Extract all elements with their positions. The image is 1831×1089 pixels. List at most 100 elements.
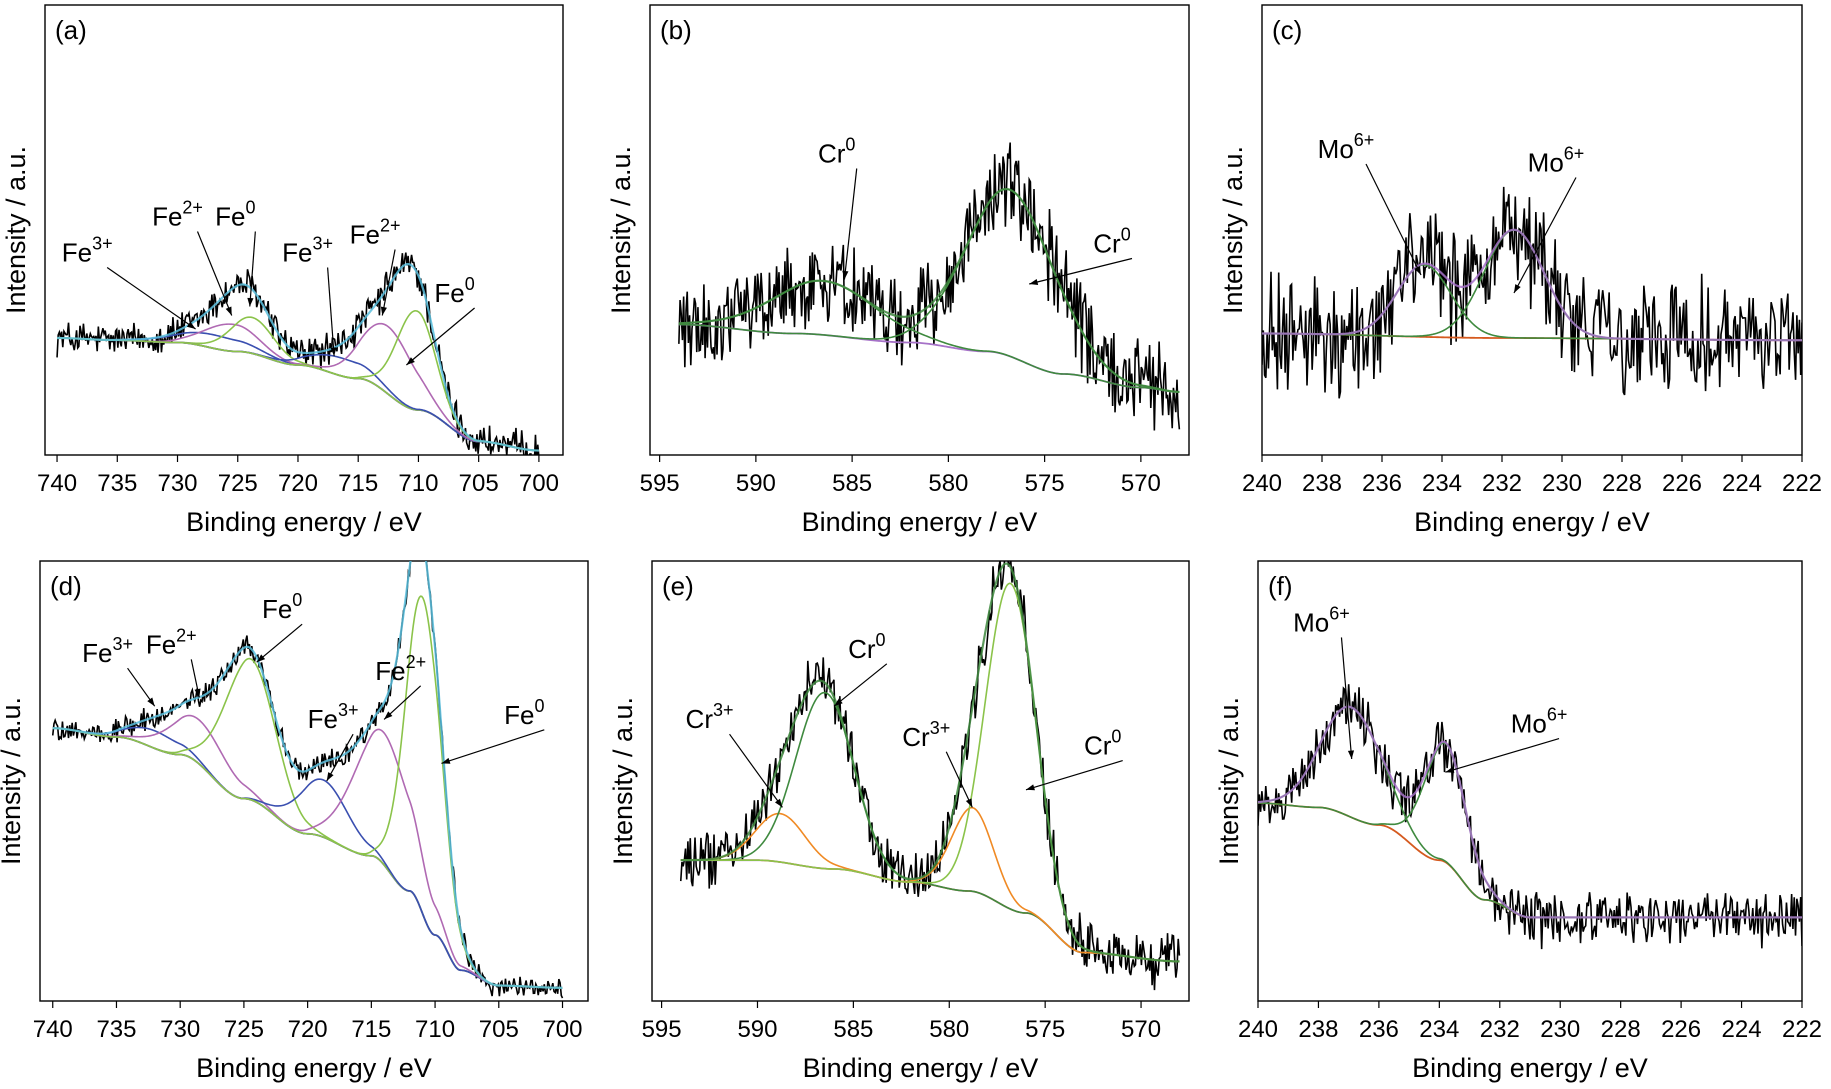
annotation-element: Fe bbox=[434, 278, 464, 308]
annotation-charge: 3+ bbox=[92, 234, 113, 254]
x-tick-label: 575 bbox=[1025, 470, 1065, 497]
y-axis-label: Intensity / a.u. bbox=[1, 146, 31, 314]
component-peak-6 bbox=[57, 310, 539, 452]
x-axis-label: Binding energy / eV bbox=[803, 1053, 1039, 1083]
x-tick-label: 226 bbox=[1661, 1016, 1701, 1043]
annotation-arrow bbox=[196, 231, 233, 316]
x-tick-label: 230 bbox=[1540, 1016, 1580, 1043]
x-tick-label: 720 bbox=[288, 1016, 328, 1043]
x-tick-label: 725 bbox=[224, 1016, 264, 1043]
annotation-charge: 2+ bbox=[406, 652, 427, 672]
annotation-label: Cr0 bbox=[1084, 727, 1121, 761]
annotation-arrow bbox=[729, 733, 783, 808]
x-tick-label: 595 bbox=[640, 470, 680, 497]
plot-frame bbox=[39, 560, 589, 1002]
annotation-arrowhead bbox=[256, 654, 266, 663]
annotation-element: Cr bbox=[1084, 731, 1112, 761]
annotation-charge: 0 bbox=[465, 274, 475, 294]
annotation-charge: 0 bbox=[845, 135, 855, 155]
x-axis-label: Binding energy / eV bbox=[186, 507, 422, 537]
annotation-arrow bbox=[327, 267, 335, 357]
plot-area bbox=[56, 252, 540, 455]
annotation-label: Mo6+ bbox=[1511, 705, 1568, 739]
annotation-arrowhead bbox=[441, 757, 451, 764]
plot-area bbox=[1258, 684, 1802, 950]
x-tick-label: 715 bbox=[338, 470, 378, 497]
peak-annotation: Cr0 bbox=[1029, 225, 1133, 285]
fit-envelope-line bbox=[1262, 228, 1802, 342]
x-tick-label: 236 bbox=[1359, 1016, 1399, 1043]
x-tick-label: 720 bbox=[278, 470, 318, 497]
annotation-charge: 2+ bbox=[380, 216, 401, 236]
annotation-arrowhead bbox=[247, 297, 254, 307]
annotation-label: Mo6+ bbox=[1528, 144, 1585, 178]
annotation-charge: 0 bbox=[1111, 727, 1121, 747]
x-tick-label: 710 bbox=[398, 470, 438, 497]
peak-annotation: Fe2+ bbox=[375, 652, 426, 720]
annotation-element: Cr bbox=[848, 634, 876, 664]
x-tick-label: 705 bbox=[479, 1016, 519, 1043]
annotation-arrowhead bbox=[186, 321, 196, 329]
annotation-arrowhead bbox=[225, 306, 232, 316]
x-tick-label: 570 bbox=[1121, 470, 1161, 497]
annotation-label: Fe0 bbox=[434, 274, 474, 308]
x-tick-label: 222 bbox=[1782, 1016, 1822, 1043]
annotation-arrowhead bbox=[1347, 750, 1355, 759]
peak-annotation: Fe0 bbox=[256, 590, 303, 663]
peak-annotation: Fe2+ bbox=[146, 625, 201, 698]
annotation-label: Fe0 bbox=[504, 696, 544, 730]
x-tick-label: 228 bbox=[1602, 470, 1642, 497]
component-peak-4 bbox=[680, 582, 1180, 963]
annotation-element: Fe bbox=[62, 238, 92, 268]
annotation-label: Fe2+ bbox=[375, 652, 426, 686]
x-tick-label: 595 bbox=[642, 1016, 682, 1043]
annotation-element: Cr bbox=[686, 704, 714, 734]
chart-panel-e: (e) 595 590 585 580 575 570 Binding energy / eV… bbox=[608, 560, 1190, 1083]
annotation-charge: 0 bbox=[245, 198, 255, 218]
annotation-arrow bbox=[256, 623, 303, 663]
peak-annotation: Fe0 bbox=[406, 274, 475, 366]
x-tick-label: 575 bbox=[1025, 1016, 1065, 1043]
annotation-charge: 6+ bbox=[1354, 130, 1375, 150]
annotation-label: Cr0 bbox=[1093, 225, 1130, 259]
annotation-element: Cr bbox=[818, 139, 846, 169]
annotation-element: Fe bbox=[82, 638, 112, 668]
annotation-arrowhead bbox=[1514, 284, 1521, 293]
fit-envelope-line bbox=[57, 262, 539, 452]
annotation-arrowhead bbox=[842, 270, 849, 280]
annotation-element: Cr bbox=[902, 722, 930, 752]
annotation-arrow bbox=[843, 168, 858, 280]
raw-spectrum-line bbox=[679, 561, 1181, 991]
annotation-arrow bbox=[1029, 257, 1133, 285]
annotation-arrow bbox=[1025, 760, 1123, 791]
x-tick-label: 705 bbox=[459, 470, 499, 497]
chart-panel-a: (a) 740 735 730 725 720 715 710 705 700 Binding en… bbox=[1, 4, 564, 537]
annotation-arrow bbox=[833, 663, 888, 707]
plot-frame bbox=[44, 4, 564, 456]
annotation-element: Fe bbox=[504, 700, 534, 730]
annotation-label: Cr0 bbox=[848, 630, 885, 664]
raw-spectrum-line bbox=[51, 561, 564, 999]
annotation-arrowhead bbox=[1025, 784, 1035, 791]
annotation-element: Mo bbox=[1293, 607, 1329, 637]
annotation-element: Mo bbox=[1528, 148, 1564, 178]
x-tick-label: 240 bbox=[1242, 470, 1282, 497]
raw-spectrum-line bbox=[56, 252, 540, 455]
annotation-arrowhead bbox=[1445, 766, 1455, 773]
annotation-label: Fe0 bbox=[215, 198, 255, 232]
annotation-label: Fe3+ bbox=[308, 700, 359, 734]
annotation-arrowhead bbox=[330, 347, 337, 356]
plot-frame bbox=[1257, 560, 1803, 1002]
annotation-arrowhead bbox=[406, 357, 415, 365]
annotation-arrowhead bbox=[1029, 278, 1039, 285]
annotation-charge: 0 bbox=[534, 696, 544, 716]
annotation-element: Fe bbox=[262, 594, 292, 624]
annotation-arrow bbox=[326, 733, 354, 782]
annotation-label: Cr3+ bbox=[686, 700, 734, 734]
peak-annotation: Cr3+ bbox=[902, 718, 973, 808]
panel-label: (a) bbox=[55, 15, 87, 45]
panel-label: (b) bbox=[660, 15, 692, 45]
panel-label: (f) bbox=[1268, 571, 1293, 601]
x-tick-label: 234 bbox=[1419, 1016, 1459, 1043]
annotation-charge: 3+ bbox=[313, 234, 334, 254]
